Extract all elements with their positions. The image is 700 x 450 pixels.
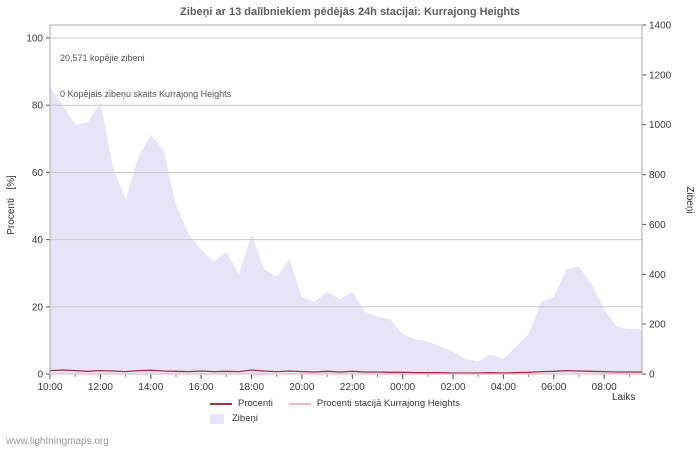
svg-text:08:00: 08:00 xyxy=(592,382,617,393)
svg-text:0: 0 xyxy=(649,370,655,381)
svg-text:1000: 1000 xyxy=(649,120,672,131)
watermark-link[interactable]: www.lightningmaps.org xyxy=(6,436,109,447)
svg-text:80: 80 xyxy=(32,101,44,112)
svg-text:10:00: 10:00 xyxy=(37,382,62,393)
svg-text:1400: 1400 xyxy=(649,21,672,32)
svg-text:800: 800 xyxy=(649,170,666,181)
svg-text:06:00: 06:00 xyxy=(541,382,566,393)
station-line-swatch xyxy=(288,402,311,405)
svg-text:04:00: 04:00 xyxy=(491,382,516,393)
svg-text:60: 60 xyxy=(32,168,44,179)
chart-title: Zibeņi ar 13 dalībniekiem pēdējās 24h st… xyxy=(180,6,520,18)
total-strokes-annotation: 20,571 kopējie zibeni xyxy=(60,53,145,63)
legend-item-procenti: Procenti xyxy=(210,398,273,409)
svg-text:14:00: 14:00 xyxy=(138,382,163,393)
svg-text:00:00: 00:00 xyxy=(390,382,415,393)
procenti-line-swatch xyxy=(210,402,232,405)
svg-text:600: 600 xyxy=(649,220,666,231)
svg-text:20: 20 xyxy=(32,302,44,313)
legend-label-procenti: Procenti xyxy=(238,398,273,409)
svg-text:200: 200 xyxy=(649,320,666,331)
svg-text:18:00: 18:00 xyxy=(239,382,264,393)
svg-text:02:00: 02:00 xyxy=(441,382,466,393)
left-axis-label: Procenti [%] xyxy=(6,175,17,235)
chart-legend: Procenti Procenti stacijā Kurrajong Heig… xyxy=(210,396,460,426)
legend-item-procenti-station: Procenti stacijā Kurrajong Heights xyxy=(288,398,460,409)
svg-text:400: 400 xyxy=(649,270,666,281)
svg-text:22:00: 22:00 xyxy=(340,382,365,393)
svg-text:1200: 1200 xyxy=(649,70,672,81)
legend-item-zibeni: Zibeņi xyxy=(210,413,258,424)
svg-text:16:00: 16:00 xyxy=(189,382,214,393)
right-axis-label: Zibeņi xyxy=(684,186,695,214)
chart-annotations: 20,571 kopējie zibeni 0 Kopējais zibeņu … xyxy=(60,28,231,112)
x-axis-label: Laiks xyxy=(612,392,636,403)
zibeni-area-swatch xyxy=(210,413,224,424)
station-total-annotation: 0 Kopējais zibeņu skaits Kurrajong Heigh… xyxy=(60,89,232,99)
svg-text:0: 0 xyxy=(37,370,43,381)
svg-text:40: 40 xyxy=(32,235,44,246)
svg-text:20:00: 20:00 xyxy=(289,382,314,393)
legend-label-procenti-station: Procenti stacijā Kurrajong Heights xyxy=(316,398,460,409)
svg-text:12:00: 12:00 xyxy=(88,382,113,393)
legend-label-zibeni: Zibeņi xyxy=(232,413,258,424)
svg-text:100: 100 xyxy=(26,34,43,45)
